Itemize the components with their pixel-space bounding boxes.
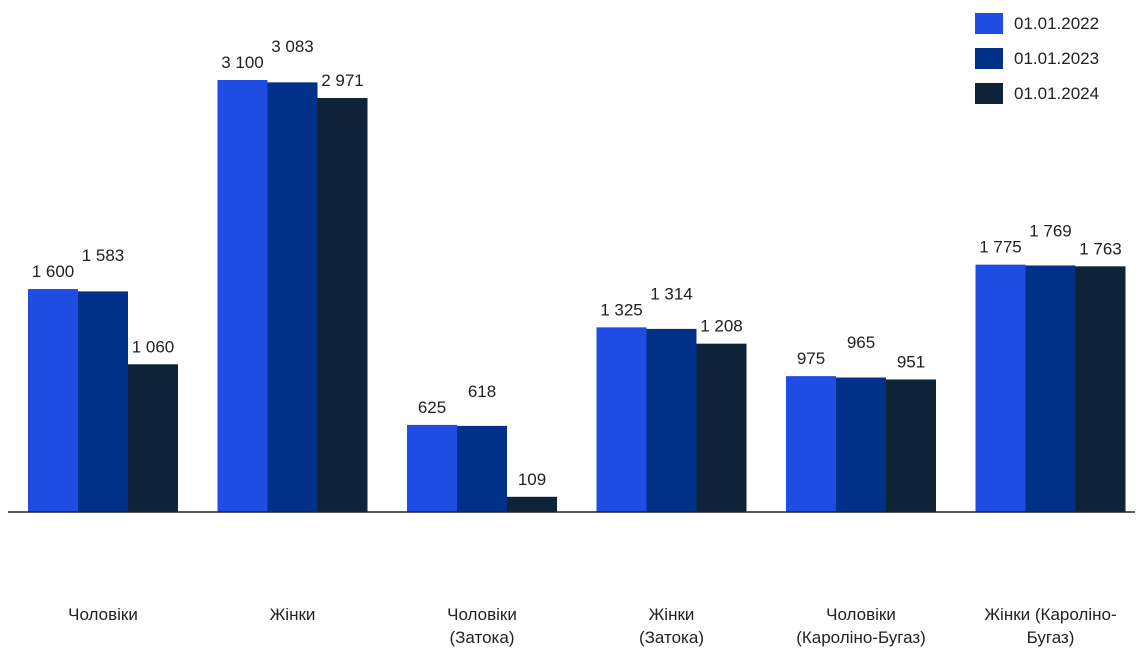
value-label-3-2: 1 208 [700,317,743,336]
bar-2-1 [457,425,507,512]
value-label-4-2: 951 [897,352,925,371]
category-label-4-0: Чоловіки [826,605,896,624]
value-label-1-2: 2 971 [321,71,364,90]
bar-0-0 [28,289,78,512]
legend-label-1: 01.01.2023 [1014,49,1099,68]
value-label-0-1: 1 583 [82,246,125,265]
value-label-3-1: 1 314 [650,284,693,303]
category-labels-group: Чоловіки Жінки Чоловіки (Затока) Жінки (Заток… [68,605,1117,647]
value-label-2-1: 618 [468,382,496,401]
category-label-5-1: Бугаз) [1027,628,1075,647]
bars-group [28,80,1126,513]
legend-swatch-2 [975,83,1003,104]
value-label-0-2: 1 060 [132,337,175,356]
bar-1-1 [267,82,318,513]
value-label-1-1: 3 083 [271,37,314,56]
bar-3-0 [596,327,647,512]
bar-0-1 [78,291,128,512]
bar-3-1 [646,328,697,512]
bar-4-1 [836,377,886,512]
legend: 01.01.2022 01.01.2023 01.01.2024 [975,13,1099,104]
value-labels-group: 1 600 1 583 1 060 3 100 3 083 2 971 625 618 109 1… [32,37,1122,489]
category-label-3-1: (Затока) [639,628,704,647]
value-label-0-0: 1 600 [32,262,75,281]
value-label-4-0: 975 [797,349,825,368]
value-label-5-1: 1 769 [1029,222,1072,241]
bar-2-2 [507,496,557,512]
value-label-2-0: 625 [418,398,446,417]
bar-2-0 [407,424,457,512]
legend-swatch-0 [975,13,1003,34]
legend-label-2: 01.01.2024 [1014,84,1099,103]
value-label-2-2: 109 [518,470,546,489]
legend-label-0: 01.01.2022 [1014,14,1099,33]
legend-swatch-1 [975,48,1003,69]
category-label-5-0: Жінки (Кароліно- [984,605,1116,624]
category-label-2-0: Чоловіки [447,605,517,624]
category-label-2-1: (Затока) [450,628,515,647]
value-label-5-0: 1 775 [979,238,1022,257]
bar-0-2 [128,364,178,512]
category-label-3-0: Жінки [649,605,695,624]
category-label-4-1: (Кароліно-Бугаз) [796,628,926,647]
value-label-4-1: 965 [847,333,875,352]
bar-5-0 [975,264,1026,512]
bar-4-2 [886,379,936,512]
value-label-1-0: 3 100 [221,53,264,72]
category-label-1-0: Жінки [270,605,316,624]
category-label-0-0: Чоловіки [68,605,138,624]
bar-5-2 [1075,266,1126,512]
value-label-5-2: 1 763 [1079,239,1122,258]
bar-1-0 [217,80,268,512]
value-label-3-0: 1 325 [600,300,643,319]
bar-4-0 [786,376,836,512]
bar-5-1 [1025,265,1076,512]
bar-1-2 [317,97,368,512]
bar-3-2 [696,343,747,512]
